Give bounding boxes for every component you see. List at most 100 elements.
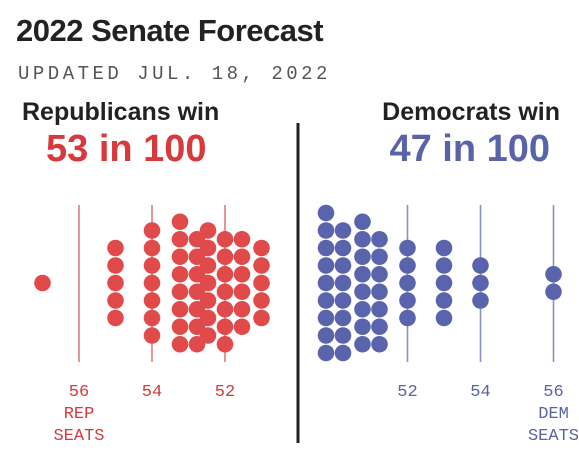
dem-outcome-dot-53-2 bbox=[435, 274, 453, 292]
rep-outcome-dot-52-9 bbox=[216, 265, 234, 283]
dem-outcome-dot-50-15 bbox=[334, 327, 352, 344]
rep-outcome-dot-52-15 bbox=[233, 248, 251, 266]
rep-odds: 53 in 100 bbox=[46, 128, 207, 170]
rep-tick-label-56-1: REP bbox=[64, 405, 95, 424]
rep-outcome-dot-52-3 bbox=[199, 274, 217, 292]
dem-outcome-dot-52-2 bbox=[399, 274, 416, 292]
rep-outcome-dot-55-2 bbox=[107, 274, 124, 292]
dem-outcome-dot-51-7 bbox=[354, 335, 371, 353]
rep-outcome-dot-52-19 bbox=[233, 318, 251, 336]
dem-outcome-dot-51-0 bbox=[354, 213, 371, 231]
rep-tick-label-56-0: 56 bbox=[69, 383, 89, 402]
rep-outcome-dot-52-16 bbox=[233, 265, 251, 283]
dem-tick-label-56-0: 56 bbox=[543, 383, 563, 402]
dem-outcome-dot-51-14 bbox=[371, 335, 388, 353]
dem-outcome-dot-54-1 bbox=[472, 274, 489, 292]
rep-outcome-dot-51-4 bbox=[253, 309, 270, 327]
dem-outcome-dot-54-2 bbox=[472, 292, 489, 309]
rep-outcome-dot-52-14 bbox=[233, 230, 251, 248]
rep-outcome-dot-52-11 bbox=[216, 300, 234, 318]
dem-outcome-dot-51-10 bbox=[371, 265, 388, 283]
rep-outcome-dot-55-0 bbox=[107, 239, 124, 257]
rep-outcome-dot-53-3 bbox=[171, 265, 189, 283]
rep-outcome-dot-52-13 bbox=[216, 335, 234, 353]
rep-outcome-dot-51-3 bbox=[253, 292, 270, 309]
dem-outcome-dot-51-13 bbox=[371, 318, 388, 336]
rep-outcome-dot-54-2 bbox=[143, 257, 161, 274]
dem-outcome-dot-51-3 bbox=[354, 265, 371, 283]
rep-tick-label-54-0: 54 bbox=[142, 383, 162, 402]
rep-outcome-dot-54-3 bbox=[143, 274, 161, 292]
dem-outcome-dot-56-1 bbox=[545, 283, 562, 301]
rep-outcome-dot-52-0 bbox=[199, 222, 217, 239]
dem-outcome-dot-50-6 bbox=[317, 309, 335, 327]
dem-outcome-dot-51-9 bbox=[371, 248, 388, 266]
rep-outcome-dot-53-4 bbox=[171, 283, 189, 301]
rep-outcome-dot-52-8 bbox=[216, 248, 234, 266]
dem-outcome-dot-50-12 bbox=[334, 274, 352, 292]
dem-outcome-dot-53-3 bbox=[435, 292, 453, 309]
rep-outcome-dot-54-6 bbox=[143, 327, 161, 344]
dem-tick-label-56-1: DEM bbox=[538, 405, 569, 424]
rep-outcome-dot-52-7 bbox=[216, 230, 234, 248]
dem-tick-label-54-0: 54 bbox=[470, 383, 490, 402]
rep-outcome-dot-54-0 bbox=[143, 222, 161, 239]
rep-outcome-dot-53-0 bbox=[171, 213, 189, 231]
dem-outcome-dot-51-8 bbox=[371, 230, 388, 248]
dem-outcome-dot-50-2 bbox=[317, 239, 335, 257]
rep-win-label: Republicans win bbox=[22, 98, 220, 126]
rep-outcome-dot-51-2 bbox=[253, 274, 270, 292]
dem-outcome-dot-52-0 bbox=[399, 239, 416, 257]
dem-outcome-dot-51-6 bbox=[354, 318, 371, 336]
dem-outcome-dot-50-0 bbox=[317, 204, 335, 222]
dem-outcome-dot-52-1 bbox=[399, 257, 416, 274]
rep-outcome-dot-53-5 bbox=[171, 300, 189, 318]
dem-outcome-dot-50-13 bbox=[334, 292, 352, 309]
dem-tick-label-52-0: 52 bbox=[397, 383, 417, 402]
dem-outcome-dot-52-4 bbox=[399, 309, 416, 327]
dem-outcome-dot-50-3 bbox=[317, 257, 335, 274]
rep-outcome-dot-52-12 bbox=[216, 318, 234, 336]
dem-odds: 47 in 100 bbox=[389, 128, 550, 170]
dem-outcome-dot-51-5 bbox=[354, 300, 371, 318]
dem-outcome-dot-51-1 bbox=[354, 230, 371, 248]
dem-outcome-dot-51-11 bbox=[371, 283, 388, 301]
dem-outcome-dot-50-11 bbox=[334, 257, 352, 274]
chart-title: 2022 Senate Forecast bbox=[16, 13, 324, 48]
rep-outcome-dot-53-2 bbox=[171, 248, 189, 266]
dem-outcome-dot-56-0 bbox=[545, 265, 562, 283]
dem-outcome-dot-51-12 bbox=[371, 300, 388, 318]
rep-tick-label-56-2: SEATS bbox=[53, 427, 104, 446]
rep-outcome-dot-52-17 bbox=[233, 283, 251, 301]
dem-outcome-dot-50-9 bbox=[334, 222, 352, 239]
rep-outcome-dot-53-6 bbox=[171, 318, 189, 336]
dem-outcome-dot-50-7 bbox=[317, 327, 335, 344]
rep-outcome-dot-54-5 bbox=[143, 309, 161, 327]
dem-outcome-dot-53-4 bbox=[435, 309, 453, 327]
dem-win-label: Democrats win bbox=[382, 98, 560, 126]
rep-outcome-dot-52-10 bbox=[216, 283, 234, 301]
rep-outcome-dot-55-3 bbox=[107, 292, 124, 309]
dem-outcome-dot-53-0 bbox=[435, 239, 453, 257]
rep-outcome-dot-52-1 bbox=[199, 239, 217, 257]
rep-tick-label-52-0: 52 bbox=[215, 383, 235, 402]
dem-outcome-dot-53-1 bbox=[435, 257, 453, 274]
dem-outcome-dot-50-14 bbox=[334, 309, 352, 327]
dem-outcome-dot-52-3 bbox=[399, 292, 416, 309]
rep-outcome-dot-53-1 bbox=[171, 230, 189, 248]
updated-date: UPDATED JUL. 18, 2022 bbox=[18, 63, 331, 85]
rep-outcome-dot-54-4 bbox=[143, 292, 161, 309]
dem-outcome-dot-51-2 bbox=[354, 248, 371, 266]
rep-outcome-dot-52-4 bbox=[199, 292, 217, 309]
dem-outcome-dot-50-1 bbox=[317, 222, 335, 239]
rep-outcome-dot-53-7 bbox=[171, 335, 189, 353]
rep-outcome-dot-52-5 bbox=[199, 309, 217, 327]
rep-outcome-dot-52-6 bbox=[199, 327, 217, 344]
dem-outcome-dot-50-8 bbox=[317, 344, 335, 362]
rep-outcome-dot-54-1 bbox=[143, 239, 161, 257]
dem-tick-label-56-2: SEATS bbox=[528, 427, 579, 446]
dem-outcome-dot-50-5 bbox=[317, 292, 335, 309]
dem-outcome-dot-51-4 bbox=[354, 283, 371, 301]
rep-outcome-dot-52-18 bbox=[233, 300, 251, 318]
